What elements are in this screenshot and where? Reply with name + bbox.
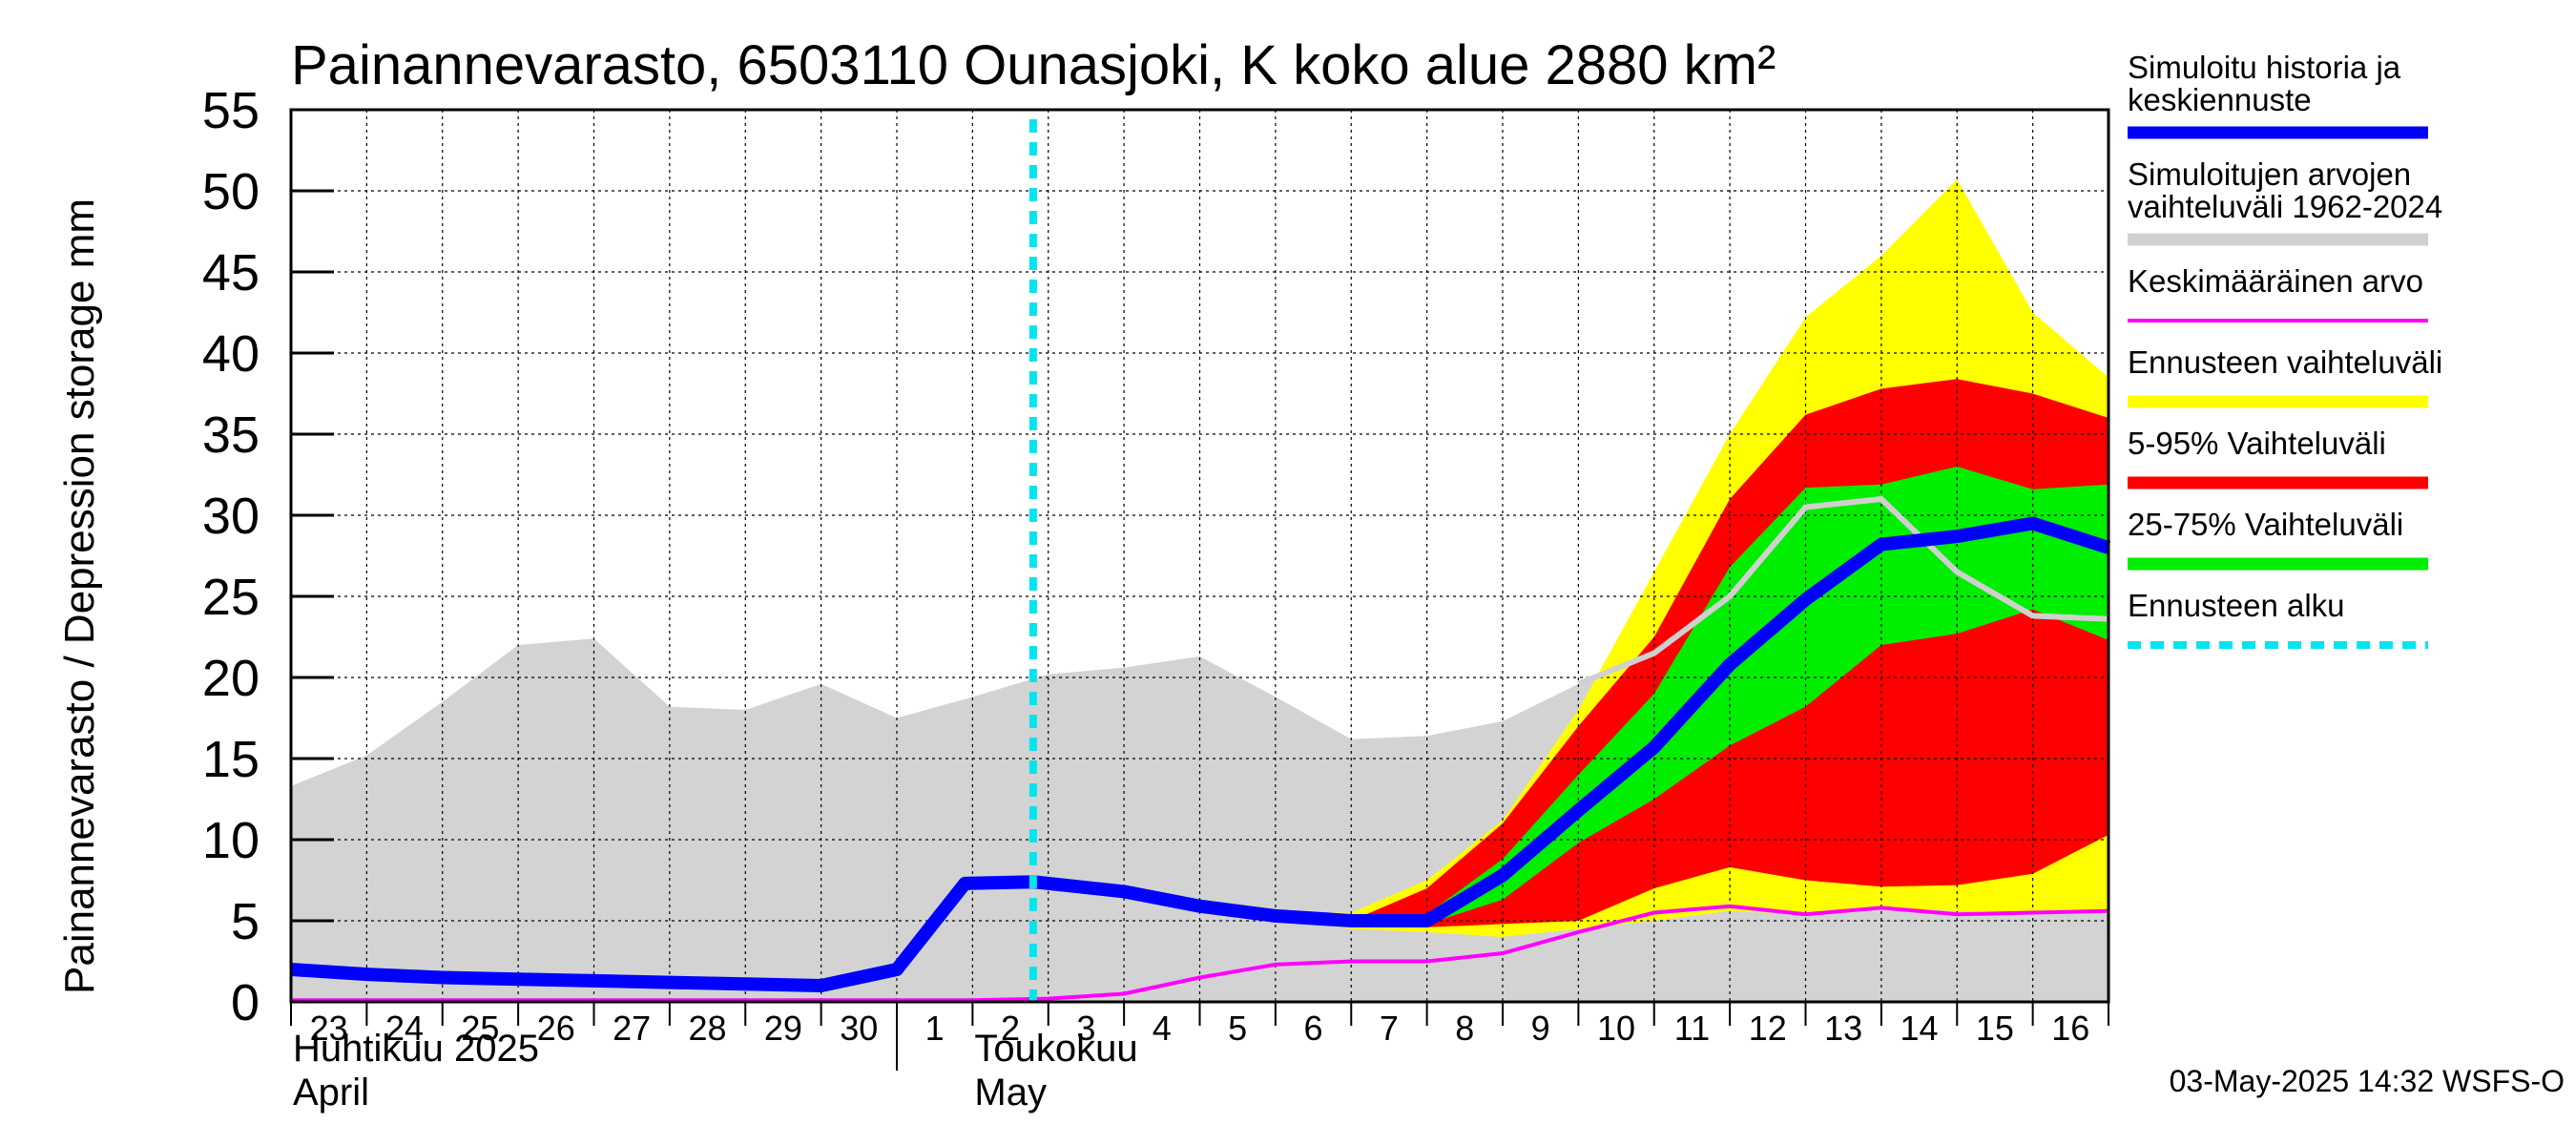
y-tick-label: 5 [231,893,260,950]
y-tick-label: 15 [202,731,260,788]
x-tick-label: 13 [1824,1009,1862,1048]
x-tick-label: 5 [1228,1009,1247,1048]
x-tick-label: 26 [537,1009,575,1048]
y-tick-label: 45 [202,244,260,302]
x-tick-label: 12 [1749,1009,1787,1048]
x-tick-label: 15 [1976,1009,2014,1048]
mean-value-line [291,904,2109,1003]
month-label-en: April [293,1072,369,1114]
x-tick-label: 30 [840,1009,878,1048]
x-tick-label: 16 [2051,1009,2089,1048]
y-tick-label: 20 [202,650,260,707]
timestamp-footer: 03-May-2025 14:32 WSFS-O [2170,1064,2565,1098]
x-tick-label: 9 [1531,1009,1550,1048]
x-tick-label: 7 [1380,1009,1399,1048]
legend: Simuloitu historia jakeskiennusteSimuloi… [2128,50,2442,649]
legend-label: 5-95% Vaihteluväli [2128,426,2386,461]
x-tick-label: 4 [1153,1009,1172,1048]
x-tick-label: 27 [613,1009,651,1048]
y-tick-label: 50 [202,163,260,220]
x-tick-label: 2 [1001,1009,1020,1048]
y-tick-label: 10 [202,812,260,869]
month-label-en: May [974,1072,1047,1114]
x-tick-label: 10 [1597,1009,1635,1048]
legend-label: Ennusteen vaihteluväli [2128,344,2442,380]
y-axis-label: Painannevarasto / Depression storage mm [56,198,103,994]
legend-item: Ennusteen alku [2128,588,2428,649]
month-label-fi: Toukokuu [974,1028,1137,1070]
legend-label: Keskimääräinen arvo [2128,263,2423,299]
y-tick-label: 40 [202,325,260,383]
legend-item: Keskimääräinen arvo [2128,263,2428,323]
x-tick-label: 25 [461,1009,499,1048]
legend-label: Simuloitu historia ja [2128,50,2401,85]
x-tick-label: 28 [689,1009,727,1048]
x-tick-label: 23 [310,1009,348,1048]
x-tick-label: 1 [925,1009,945,1048]
chart-title: Painannevarasto, 6503110 Ounasjoki, K ko… [291,34,1776,96]
y-tick-label: 30 [202,488,260,545]
legend-label: vaihteluväli 1962-2024 [2128,189,2442,224]
plot-area [290,110,2111,1003]
x-tick-label: 8 [1455,1009,1474,1048]
x-tick-label: 6 [1304,1009,1323,1048]
legend-item: Ennusteen vaihteluväli [2128,344,2442,408]
history-upper-line [1577,495,2109,687]
x-tick-label: 14 [1901,1009,1939,1048]
y-tick-label: 25 [202,569,260,626]
x-tick-label: 11 [1674,1009,1710,1048]
legend-item: 25-75% Vaihteluväli [2128,507,2428,571]
legend-label: 25-75% Vaihteluväli [2128,507,2403,542]
x-tick-label: 29 [764,1009,802,1048]
legend-label: Simuloitujen arvojen [2128,156,2411,192]
legend-label: Ennusteen alku [2128,588,2345,623]
y-tick-label: 35 [202,406,260,464]
y-tick-label: 55 [202,82,260,139]
legend-label: keskiennuste [2128,82,2312,117]
simulated-history-line [290,516,2111,992]
x-tick-label: 3 [1076,1009,1095,1048]
legend-item: 5-95% Vaihteluväli [2128,426,2428,489]
x-tick-label: 24 [385,1009,424,1048]
y-tick-label: 0 [231,974,260,1031]
month-label-fi: Huhtikuu 2025 [293,1028,539,1070]
